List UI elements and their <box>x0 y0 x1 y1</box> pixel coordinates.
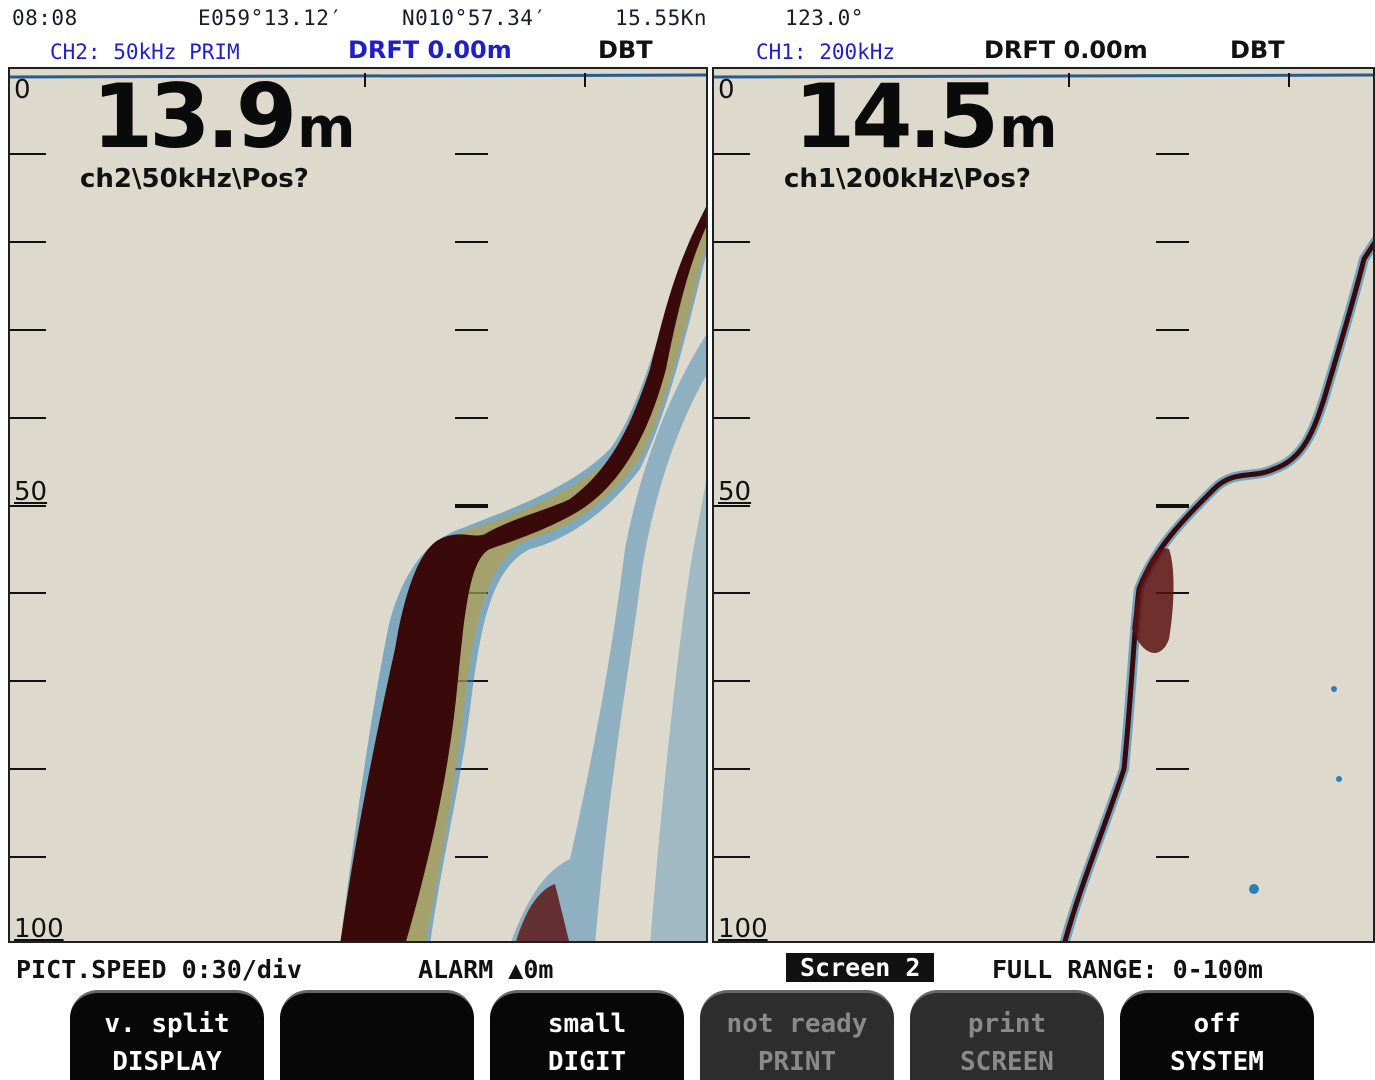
echogram-ch2 <box>10 73 706 941</box>
speed-readout: 15.55Kn <box>615 6 708 30</box>
alarm-status: ALARM ▲0m <box>418 955 554 984</box>
softkey-blank[interactable] <box>280 990 474 1080</box>
softkey-label: not ready <box>726 1009 868 1039</box>
ch1-scale-mid: 50 <box>718 477 752 507</box>
softkey-label: v. split <box>104 1009 230 1039</box>
longitude-readout: E059°13.12′ <box>198 6 343 30</box>
latitude-readout: N010°57.34′ <box>402 6 547 30</box>
ch2-depth-readout: 13.9m <box>92 73 355 161</box>
screen-indicator: Screen 2 <box>786 953 935 982</box>
softkey-print-screen[interactable]: print SCREEN <box>910 990 1104 1080</box>
ch2-scale-top: 0 <box>14 75 31 105</box>
softkey-label: print <box>967 1009 1047 1039</box>
echogram-panel-ch1[interactable]: 0 50 100 14.5m ch1\200kHz\Pos? <box>712 67 1375 943</box>
picture-speed: PICT.SPEED 0:30/div <box>16 955 302 984</box>
ch2-draft: DRFT 0.00m <box>348 36 512 64</box>
ch2-depth-unit: m <box>297 96 356 161</box>
range-indicator: FULL RANGE: 0-100m <box>992 955 1263 984</box>
ch2-scale-bottom: 100 <box>14 914 64 943</box>
ch1-info: ch1\200kHz\Pos? <box>784 164 1031 194</box>
softkey-print[interactable]: not ready PRINT <box>700 990 894 1080</box>
ch2-label: CH2: 50kHz PRIM <box>50 40 240 64</box>
softkey-digit[interactable]: small DIGIT <box>490 990 684 1080</box>
softkey-system[interactable]: off SYSTEM <box>1120 990 1314 1080</box>
ch1-depth-value: 14.5 <box>794 67 999 168</box>
ch1-mode: DBT <box>1230 36 1285 64</box>
clock-time: 08:08 <box>12 6 78 30</box>
softkey-label: off <box>1193 1009 1241 1039</box>
ch1-scale-top: 0 <box>718 75 735 105</box>
softkey-label: DIGIT <box>547 1047 627 1077</box>
echogram-panel-ch2[interactable]: 0 50 100 13.9m ch2\50kHz\Pos? <box>8 67 708 943</box>
softkey-label: PRINT <box>757 1047 837 1077</box>
ch1-depth-unit: m <box>999 96 1058 161</box>
ch2-mode: DBT <box>598 36 653 64</box>
ch2-info: ch2\50kHz\Pos? <box>80 164 309 194</box>
softkey-label: DISPLAY <box>112 1047 222 1077</box>
softkey-label: SYSTEM <box>1170 1047 1264 1077</box>
ch2-scale-mid: 50 <box>14 477 48 507</box>
heading-readout: 123.0° <box>785 6 864 30</box>
ch1-depth-readout: 14.5m <box>794 73 1057 161</box>
ch1-scale-bottom: 100 <box>718 914 768 943</box>
echogram-ch1 <box>714 73 1373 941</box>
softkey-display[interactable]: v. split DISPLAY <box>70 990 264 1080</box>
ch1-label: CH1: 200kHz <box>756 40 896 64</box>
softkey-label: SCREEN <box>960 1047 1054 1077</box>
ch1-draft: DRFT 0.00m <box>984 36 1148 64</box>
softkey-label: small <box>547 1009 627 1039</box>
ch2-depth-value: 13.9 <box>92 67 297 168</box>
